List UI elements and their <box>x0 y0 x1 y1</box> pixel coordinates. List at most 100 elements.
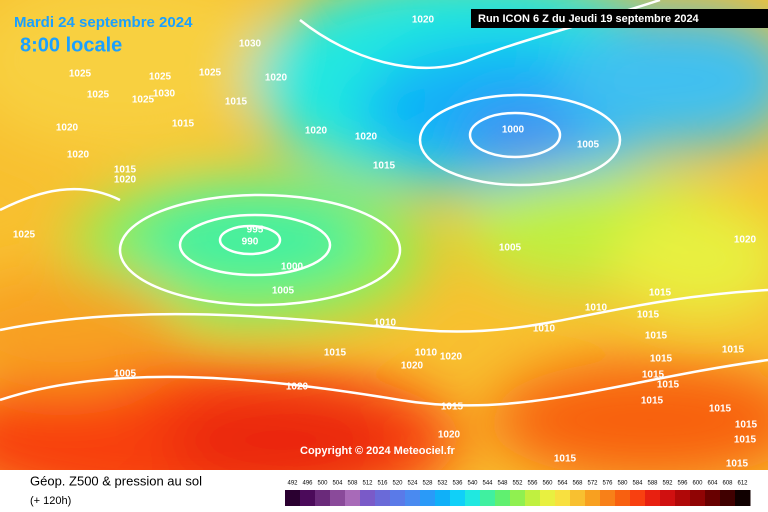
isobar-label: 1020 <box>114 175 137 186</box>
isobar-label: 1015 <box>373 161 396 172</box>
colorbar-label: 596 <box>677 481 688 487</box>
colorbar-label: 520 <box>392 481 403 487</box>
colorbar-label: 612 <box>737 481 748 487</box>
colorbar-label: 536 <box>452 481 463 487</box>
colorbar-label: 496 <box>302 481 313 487</box>
colorbar-swatch <box>555 490 571 506</box>
isobar-label: 1015 <box>172 119 195 130</box>
colorbar-label: 608 <box>722 481 733 487</box>
colorbar-label: 504 <box>332 481 343 487</box>
isobar-label: 1015 <box>645 331 668 342</box>
isobar-label: 1020 <box>440 352 463 363</box>
isobar-label: 1025 <box>13 230 36 241</box>
colorbar-swatch <box>495 490 511 506</box>
colorbar-label: 580 <box>617 481 628 487</box>
isobar-label: 1030 <box>153 89 176 100</box>
colorbar-label: 532 <box>437 481 448 487</box>
isobar-label: 995 <box>247 225 264 236</box>
colorbar-label: 556 <box>527 481 538 487</box>
colorbar-swatch <box>285 490 301 506</box>
run-label: Run ICON 6 Z du Jeudi 19 septembre 2024 <box>478 13 700 25</box>
colorbar-swatch <box>585 490 601 506</box>
isobar-label: 1020 <box>56 123 79 134</box>
isobar-label: 1025 <box>69 69 92 80</box>
colorbar-swatch <box>435 490 451 506</box>
colorbar-label: 576 <box>602 481 613 487</box>
colorbar-swatch <box>300 490 316 506</box>
colorbar-label: 508 <box>347 481 358 487</box>
colorbar-label: 568 <box>572 481 583 487</box>
colorbar-swatch <box>735 490 751 506</box>
isobar-label: 1025 <box>149 72 172 83</box>
colorbar-swatch <box>615 490 631 506</box>
isobar-label: 1015 <box>637 310 660 321</box>
isobar-label: 1015 <box>324 348 347 359</box>
colorbar-swatch <box>645 490 661 506</box>
colorbar-swatch <box>660 490 676 506</box>
colorbar-swatch <box>705 490 721 506</box>
colorbar-swatch <box>450 490 466 506</box>
colorbar-label: 500 <box>317 481 328 487</box>
isobar-label: 1015 <box>735 420 758 431</box>
colorbar-swatch <box>480 490 496 506</box>
colorbar-label: 524 <box>407 481 418 487</box>
isobar-label: 1005 <box>114 369 137 380</box>
colorbar-swatch <box>720 490 736 506</box>
colorbar-swatch <box>600 490 616 506</box>
isobar-label: 1015 <box>441 402 464 413</box>
colorbar-label: 548 <box>497 481 508 487</box>
colorbar-label: 512 <box>362 481 373 487</box>
colorbar-swatch <box>540 490 556 506</box>
isobar-label: 1015 <box>650 354 673 365</box>
colorbar-label: 604 <box>707 481 718 487</box>
isobar-label: 1015 <box>722 345 745 356</box>
isobar-label: 1015 <box>734 435 757 446</box>
colorbar-label: 600 <box>692 481 703 487</box>
colorbar-label: 572 <box>587 481 598 487</box>
run-box <box>471 9 768 28</box>
colorbar-label: 564 <box>557 481 568 487</box>
colorbar-label: 552 <box>512 481 523 487</box>
isobar-label: 1015 <box>709 404 732 415</box>
isobar-label: 1020 <box>265 73 288 84</box>
isobar-label: 1020 <box>305 126 328 137</box>
colorbar-label: 528 <box>422 481 433 487</box>
time-label: 8:00 locale <box>20 34 122 56</box>
colorbar-swatch <box>675 490 691 506</box>
colorbar-label: 588 <box>647 481 658 487</box>
colorbar-swatch <box>690 490 706 506</box>
colorbar-swatch <box>360 490 376 506</box>
colorbar-swatch <box>510 490 526 506</box>
colorbar-swatch <box>345 490 361 506</box>
isobar-label: 1020 <box>67 150 90 161</box>
colorbar-swatch <box>375 490 391 506</box>
colorbar-swatch <box>570 490 586 506</box>
isobar-label: 1020 <box>734 235 757 246</box>
isobar-label: 1015 <box>649 288 672 299</box>
footer-title: Géop. Z500 & pression au sol <box>30 473 202 488</box>
colorbar-swatch <box>390 490 406 506</box>
isobar-label: 1015 <box>726 459 749 470</box>
isobar-label: 1015 <box>114 165 137 176</box>
isobar-label: 1025 <box>199 68 222 79</box>
isobar-label: 1020 <box>355 132 378 143</box>
colorbar-swatch <box>525 490 541 506</box>
date-label: Mardi 24 septembre 2024 <box>14 14 193 31</box>
colorbar-swatch <box>405 490 421 506</box>
isobar-label: 1010 <box>533 324 556 335</box>
isobar-label: 1000 <box>502 125 525 136</box>
isobar-label: 1005 <box>499 243 522 254</box>
colorbar-label: 592 <box>662 481 673 487</box>
isobar-label: 1015 <box>225 97 248 108</box>
isobar-label: 1015 <box>554 454 577 465</box>
colorbar-swatch <box>330 490 346 506</box>
isobar-label: 1020 <box>286 382 309 393</box>
colorbar-label: 516 <box>377 481 388 487</box>
isobar-label: 1010 <box>374 318 397 329</box>
isobar-label: 1010 <box>585 303 608 314</box>
copyright: Copyright © 2024 Meteociel.fr <box>300 445 456 457</box>
footer-lead: (+ 120h) <box>30 495 71 507</box>
isobar-label: 1030 <box>239 39 262 50</box>
colorbar-swatch <box>420 490 436 506</box>
